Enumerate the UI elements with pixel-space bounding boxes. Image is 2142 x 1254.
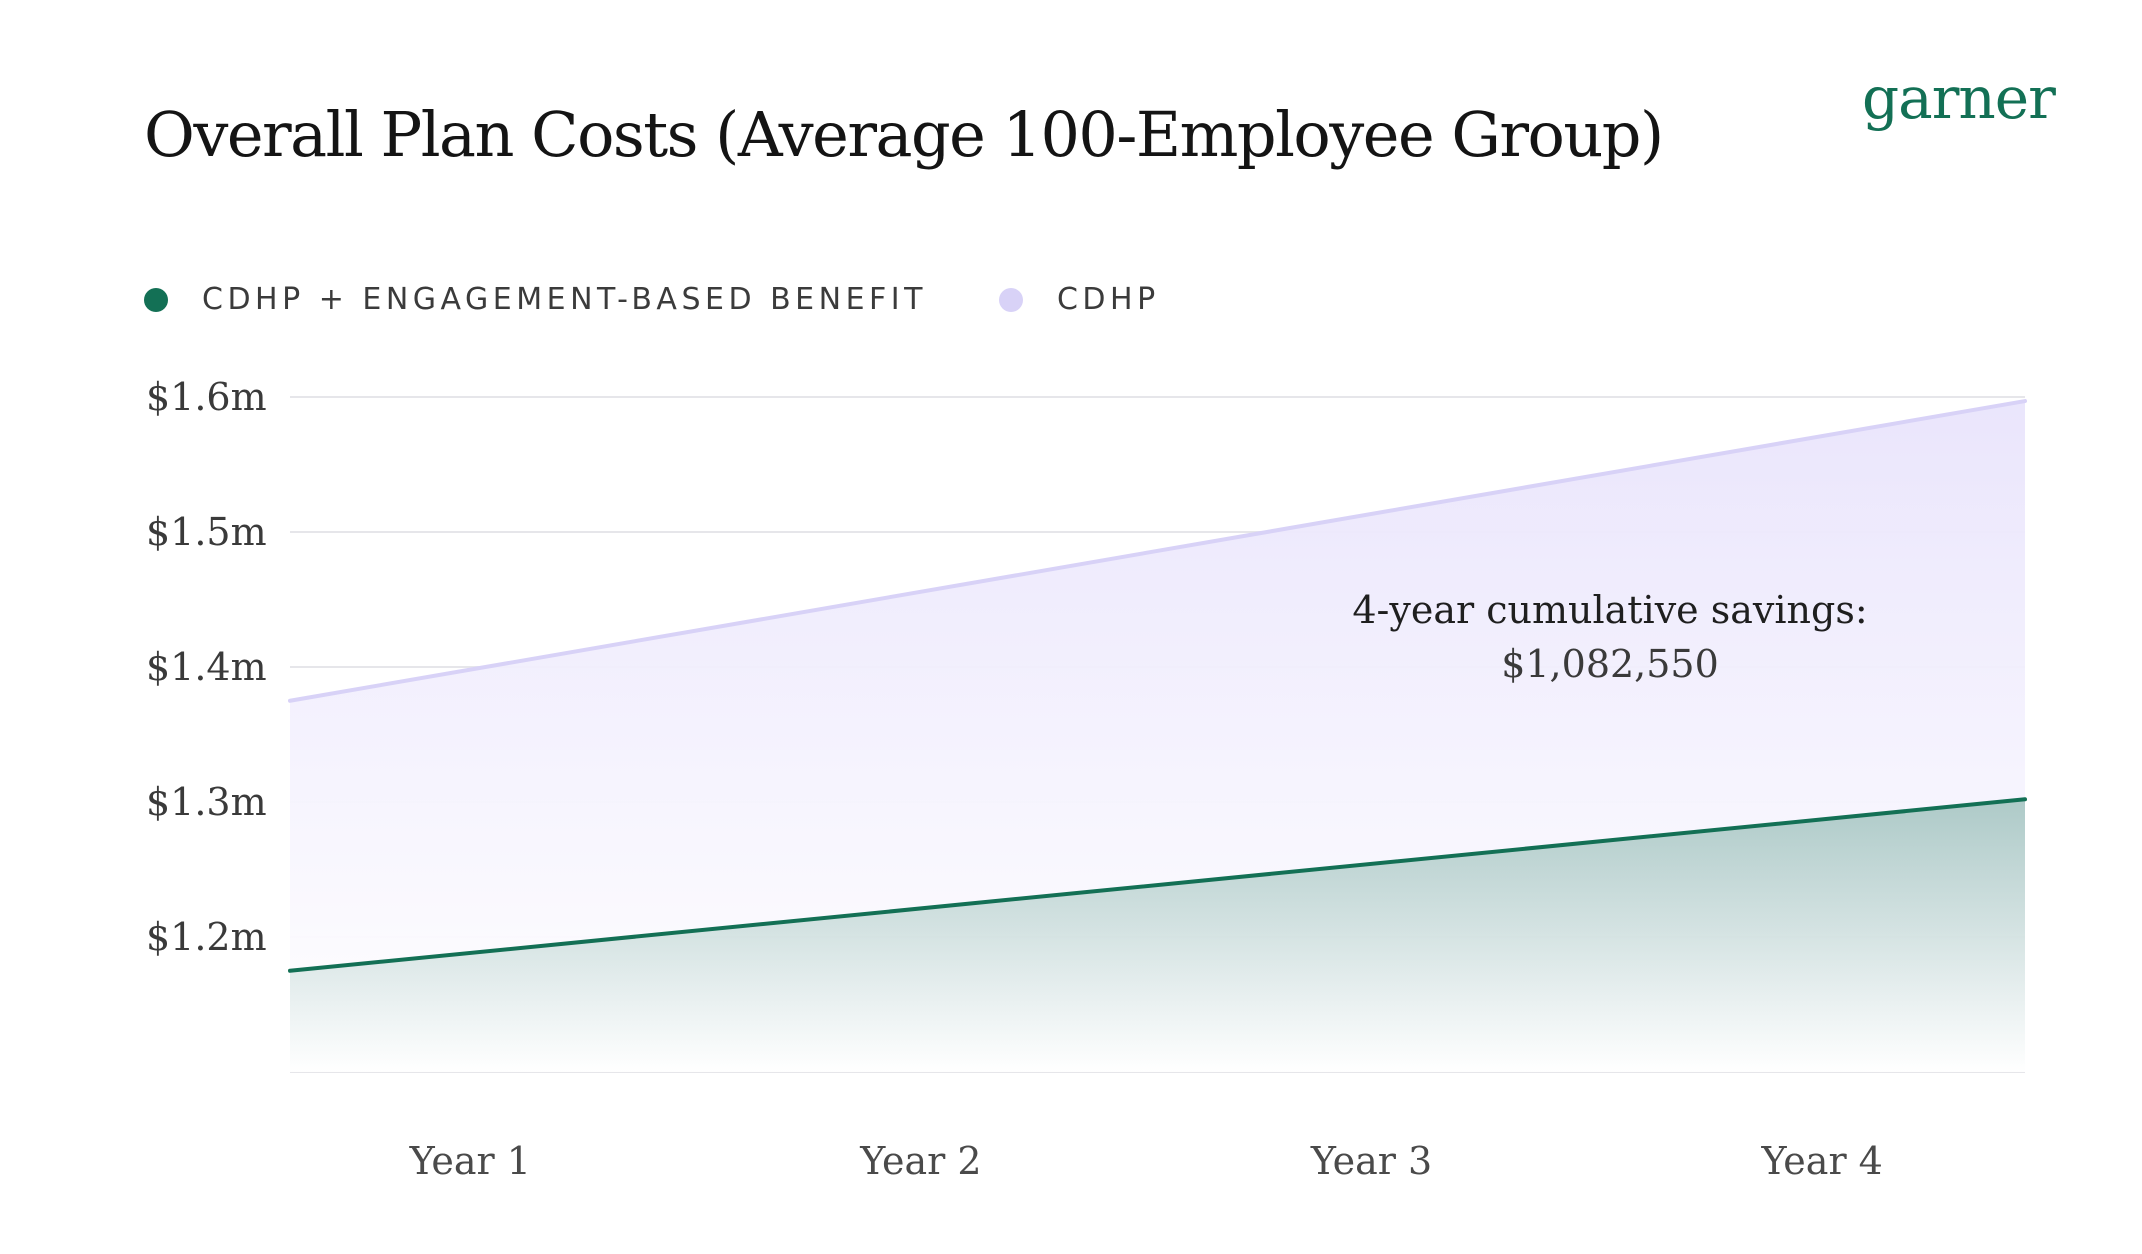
series-area-engagement <box>290 799 2025 1072</box>
legend-label-engagement: CDHP + ENGAGEMENT-BASED BENEFIT <box>202 282 927 317</box>
y-tick-label: $1.4m <box>146 645 267 689</box>
series-areas <box>290 401 2025 1072</box>
y-tick-label: $1.6m <box>146 375 267 419</box>
savings-annotation-label: 4-year cumulative savings: <box>1352 588 1868 632</box>
savings-annotation-value: $1,082,550 <box>1501 642 1719 686</box>
y-tick-label: $1.5m <box>146 510 267 554</box>
y-tick-label: $1.3m <box>146 780 267 824</box>
legend-dot-engagement <box>144 287 168 312</box>
y-tick-label: $1.2m <box>146 915 267 959</box>
legend-dot-cdhp <box>998 287 1023 312</box>
y-axis-labels: $1.6m $1.5m $1.4m $1.3m $1.2m <box>146 375 267 959</box>
x-tick-label: Year 3 <box>1310 1139 1432 1183</box>
chart-title: Overall Plan Costs (Average 100-Employee… <box>144 98 1664 171</box>
x-tick-label: Year 1 <box>409 1139 531 1183</box>
x-tick-label: Year 4 <box>1761 1139 1883 1183</box>
legend-label-cdhp: CDHP <box>1056 282 1160 317</box>
legend-item-engagement: CDHP + ENGAGEMENT-BASED BENEFIT <box>144 282 927 317</box>
x-tick-label: Year 2 <box>859 1139 981 1183</box>
series-lines <box>288 399 2027 973</box>
series-line-cdhp <box>288 399 2027 703</box>
garner-logo: garner <box>1862 64 2056 132</box>
legend-item-cdhp: CDHP <box>998 282 1160 317</box>
series-line-engagement <box>288 797 2027 973</box>
legend: CDHP + ENGAGEMENT-BASED BENEFIT CDHP <box>144 282 1160 317</box>
x-axis-labels: Year 1 Year 2 Year 3 Year 4 <box>409 1139 1883 1183</box>
